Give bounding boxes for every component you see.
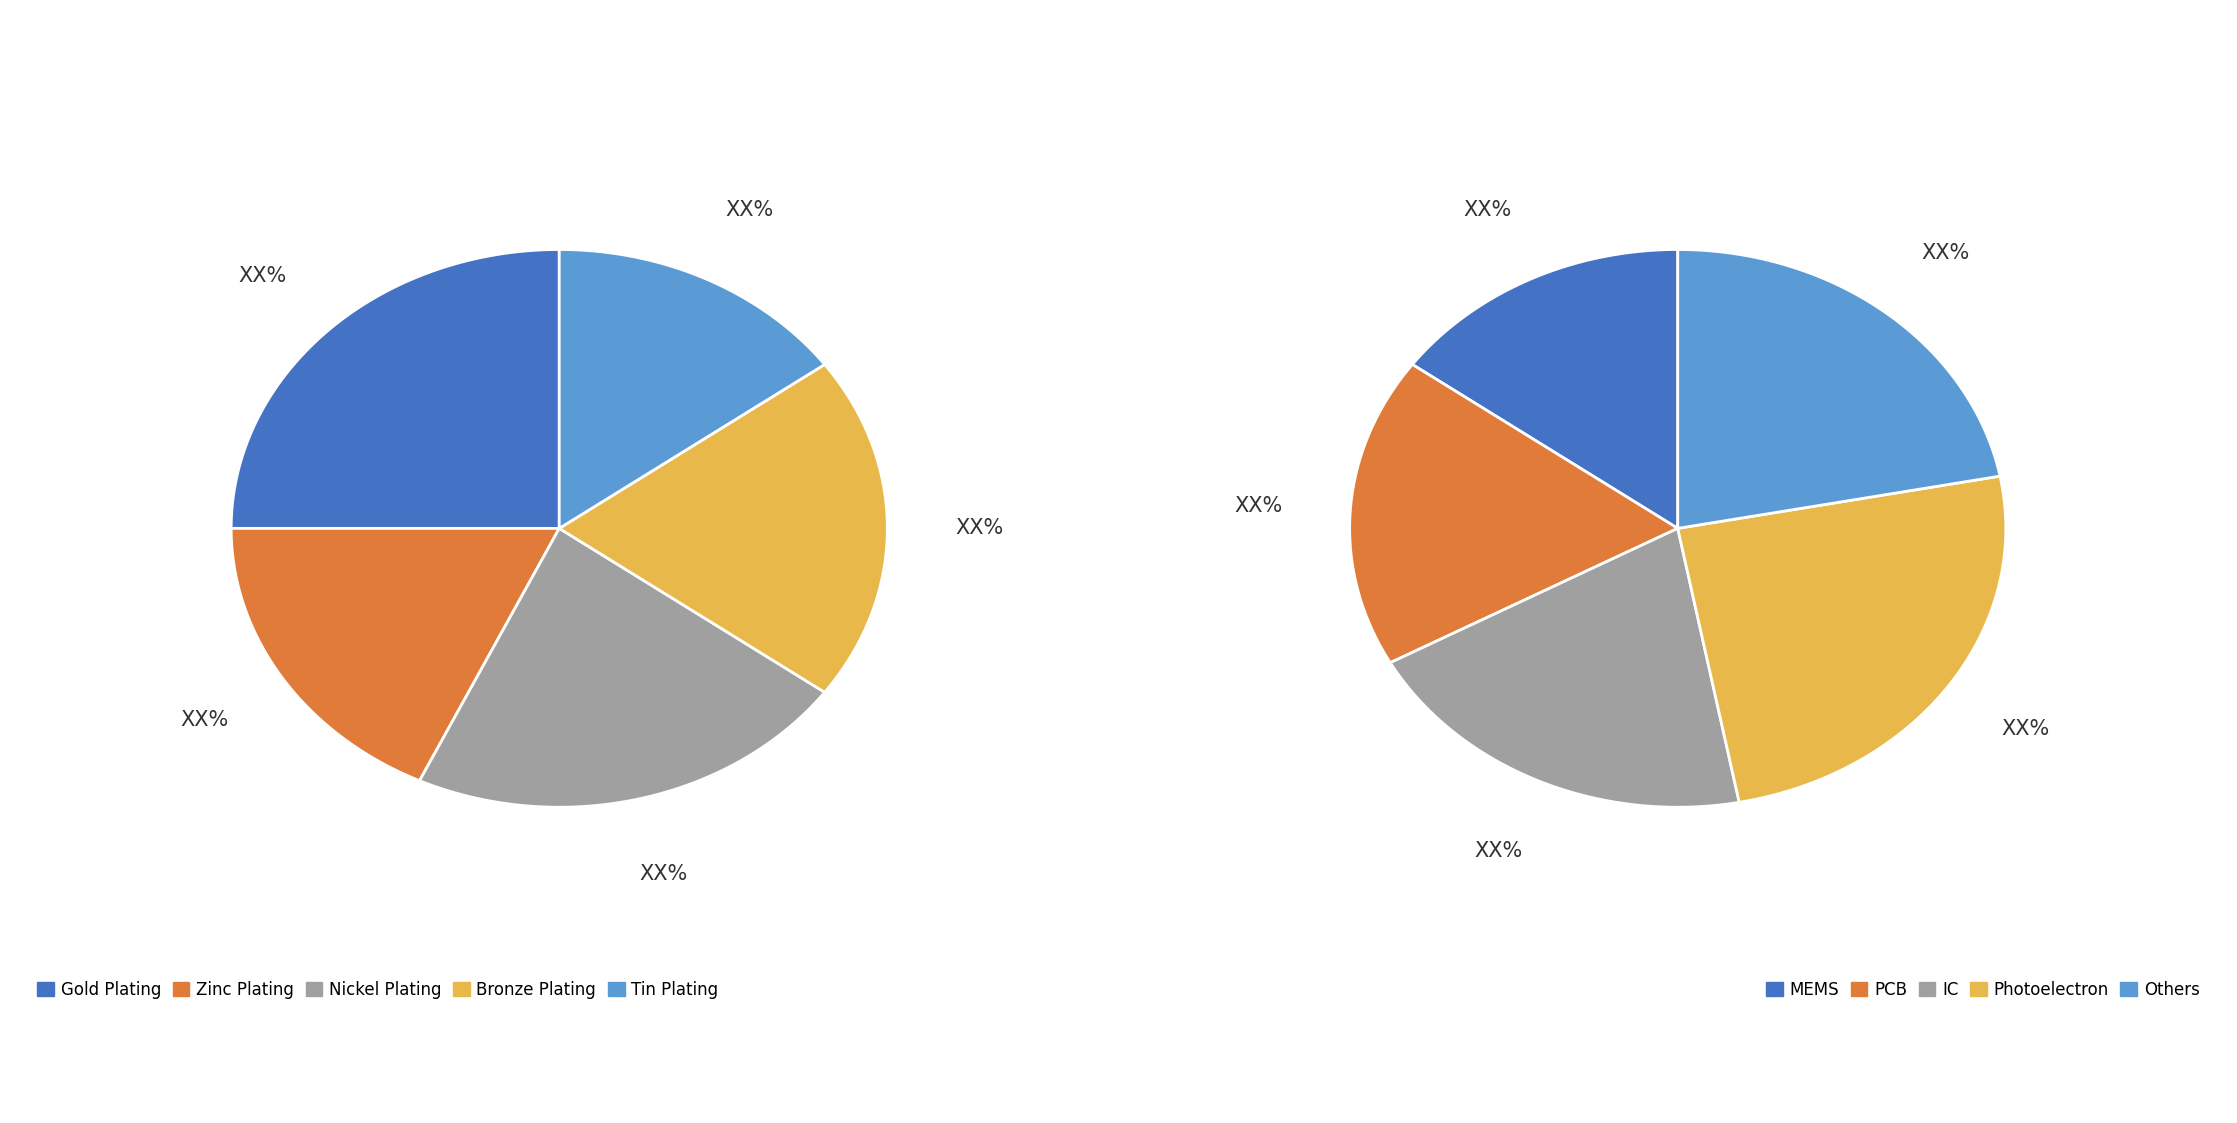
PathPatch shape: [1389, 529, 1738, 807]
PathPatch shape: [230, 249, 559, 529]
Text: XX%: XX%: [725, 200, 774, 220]
Text: XX%: XX%: [181, 710, 228, 730]
PathPatch shape: [1412, 249, 1678, 529]
Text: XX%: XX%: [237, 266, 286, 286]
Text: XX%: XX%: [1922, 244, 1969, 263]
Text: XX%: XX%: [955, 519, 1004, 538]
Text: XX%: XX%: [2000, 719, 2049, 739]
Text: Source: Theindustrystats Analysis: Source: Theindustrystats Analysis: [27, 1074, 347, 1092]
Text: XX%: XX%: [640, 864, 687, 884]
Text: XX%: XX%: [1235, 496, 1282, 515]
PathPatch shape: [1678, 249, 2000, 529]
PathPatch shape: [559, 249, 825, 529]
PathPatch shape: [230, 529, 559, 780]
Text: XX%: XX%: [1463, 200, 1512, 220]
Text: Fig. Global Electroplating for Microelectronics Market Share by Product Types & : Fig. Global Electroplating for Microelec…: [27, 36, 1396, 63]
Text: Website: www.theindustrystats.com: Website: www.theindustrystats.com: [1870, 1074, 2210, 1092]
PathPatch shape: [1349, 365, 1678, 663]
PathPatch shape: [421, 529, 825, 807]
Legend: MEMS, PCB, IC, Photoelectron, Others: MEMS, PCB, IC, Photoelectron, Others: [1761, 974, 2206, 1005]
Text: XX%: XX%: [1474, 841, 1523, 861]
Text: Email: sales@theindustrystats.com: Email: sales@theindustrystats.com: [953, 1074, 1284, 1092]
PathPatch shape: [1678, 476, 2007, 802]
PathPatch shape: [559, 365, 888, 692]
